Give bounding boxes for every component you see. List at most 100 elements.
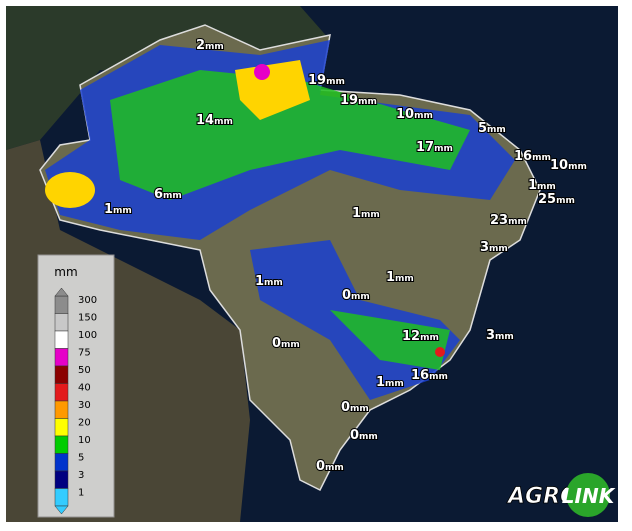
legend-swatch (54, 418, 69, 437)
rain-label: 14mm (196, 113, 233, 128)
rain-unit: mm (434, 144, 453, 154)
rain-label: 1mm (255, 274, 283, 289)
rain-green (110, 70, 470, 200)
rain-green (330, 310, 450, 370)
rain-label: 1mm (352, 206, 380, 221)
rain-unit: mm (361, 210, 380, 220)
rain-label: 1mm (376, 375, 404, 390)
rain-peak (435, 347, 445, 357)
rain-unit: mm (351, 292, 370, 302)
land-north (6, 6, 330, 150)
rain-unit: mm (487, 125, 506, 135)
legend-tick-label: 20 (78, 418, 91, 429)
rain-label: 0mm (316, 459, 344, 474)
rain-amount: 2 (196, 38, 205, 53)
rain-unit: mm (414, 111, 433, 121)
rain-label: 0mm (272, 336, 300, 351)
rain-unit: mm (537, 182, 556, 192)
legend-tick-label: 100 (78, 330, 97, 341)
rain-unit: mm (420, 333, 439, 343)
rain-unit: mm (358, 97, 377, 107)
legend-tick-label: 30 (78, 400, 91, 411)
legend-tick-label: 75 (78, 348, 91, 359)
rain-amount: 25 (538, 192, 556, 207)
rain-unit: mm (113, 206, 132, 216)
rain-label: 6mm (154, 187, 182, 202)
rain-unit: mm (359, 432, 378, 442)
rain-unit: mm (325, 463, 344, 473)
rain-label: 1mm (528, 178, 556, 193)
rain-unit: mm (508, 217, 527, 227)
legend-swatch (54, 470, 69, 489)
rain-label: 19mm (340, 93, 377, 108)
logo-right: LINK (562, 484, 616, 508)
rain-label: 12mm (402, 329, 439, 344)
rain-unit: mm (205, 42, 224, 52)
legend-swatch (54, 295, 69, 314)
rain-unit: mm (568, 162, 587, 172)
rain-amount: 19 (340, 93, 358, 108)
rain-unit: mm (395, 274, 414, 284)
legend-tick-label: 150 (78, 313, 97, 324)
rain-label: 5mm (478, 121, 506, 136)
rain-amount: 3 (480, 240, 489, 255)
legend-swatch (54, 365, 69, 384)
legend (37, 254, 115, 518)
rain-amount: 1 (255, 274, 264, 289)
rain-label: 17mm (416, 140, 453, 155)
legend-arrow-bottom (54, 505, 69, 515)
rain-label: 2mm (196, 38, 224, 53)
rain-label: 10mm (396, 107, 433, 122)
rain-amount: 19 (308, 73, 326, 88)
legend-swatch (54, 453, 69, 472)
rain-label: 16mm (411, 368, 448, 383)
rain-label: 23mm (490, 213, 527, 228)
legend-swatch (54, 400, 69, 419)
rain-unit: mm (350, 404, 369, 414)
rain-amount: 16 (514, 149, 532, 164)
rain-unit: mm (495, 332, 514, 342)
rain-yellow (45, 172, 95, 208)
rain-label: 0mm (350, 428, 378, 443)
rain-amount: 0 (316, 459, 325, 474)
rain-unit: mm (281, 340, 300, 350)
legend-tick-label: 50 (78, 365, 91, 376)
rain-amount: 1 (376, 375, 385, 390)
rain-amount: 10 (396, 107, 414, 122)
rain-label: 10mm (550, 158, 587, 173)
logo-circle (566, 473, 610, 517)
legend-tick-label: 40 (78, 383, 91, 394)
rain-unit: mm (214, 117, 233, 127)
legend-tick-label: 300 (78, 295, 97, 306)
rain-amount: 23 (490, 213, 508, 228)
rain-label: 25mm (538, 192, 575, 207)
rain-label: 1mm (104, 202, 132, 217)
rain-unit: mm (489, 244, 508, 254)
rain-amount: 0 (272, 336, 281, 351)
rain-amount: 1 (104, 202, 113, 217)
rain-unit: mm (385, 379, 404, 389)
legend-tick-label: 3 (78, 470, 84, 481)
rain-label: 16mm (514, 149, 551, 164)
rain-label: 0mm (342, 288, 370, 303)
rain-amount: 16 (411, 368, 429, 383)
rain-amount: 0 (341, 400, 350, 415)
rain-amount: 0 (350, 428, 359, 443)
legend-arrow-top (54, 287, 69, 297)
rain-yellow (235, 60, 310, 120)
legend-swatch (54, 488, 69, 507)
rain-amount: 5 (478, 121, 487, 136)
rain-label: 3mm (480, 240, 508, 255)
rain-amount: 17 (416, 140, 434, 155)
logo: AGRO LINK (506, 473, 616, 517)
legend-tick-label: 5 (78, 453, 84, 464)
rain-amount: 1 (352, 206, 361, 221)
rain-unit: mm (163, 191, 182, 201)
legend-swatch (54, 435, 69, 454)
rain-label: 1mm (386, 270, 414, 285)
legend-swatch (54, 313, 69, 332)
rain-amount: 12 (402, 329, 420, 344)
rain-unit: mm (429, 372, 448, 382)
rain-amount: 14 (196, 113, 214, 128)
